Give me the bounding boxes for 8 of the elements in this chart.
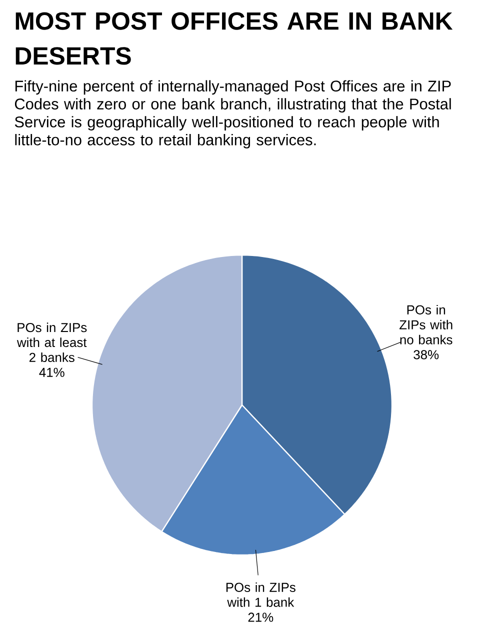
slice-label: POs in ZIPs with at least 2 banks — [16, 322, 87, 362]
slice-label: POs in ZIPs with no banks — [400, 304, 452, 344]
chart-title: MOST POST OFFICES ARE IN BANK DESERTS — [16, 12, 453, 65]
data-label: 21% — [248, 612, 274, 622]
slice-label: POs in ZIPs with 1 bank — [226, 582, 296, 607]
data-label: 38% — [414, 350, 439, 360]
chart-subtitle: Fifty-nine percent of internally-managed Post Offices are in ZIP Codes with zero or one bank branch, illustrating that the Postal Service is geographically well-positioned to reach people with little-to-no access to retail banking services. — [14, 80, 451, 148]
data-label: 41% — [39, 368, 64, 377]
